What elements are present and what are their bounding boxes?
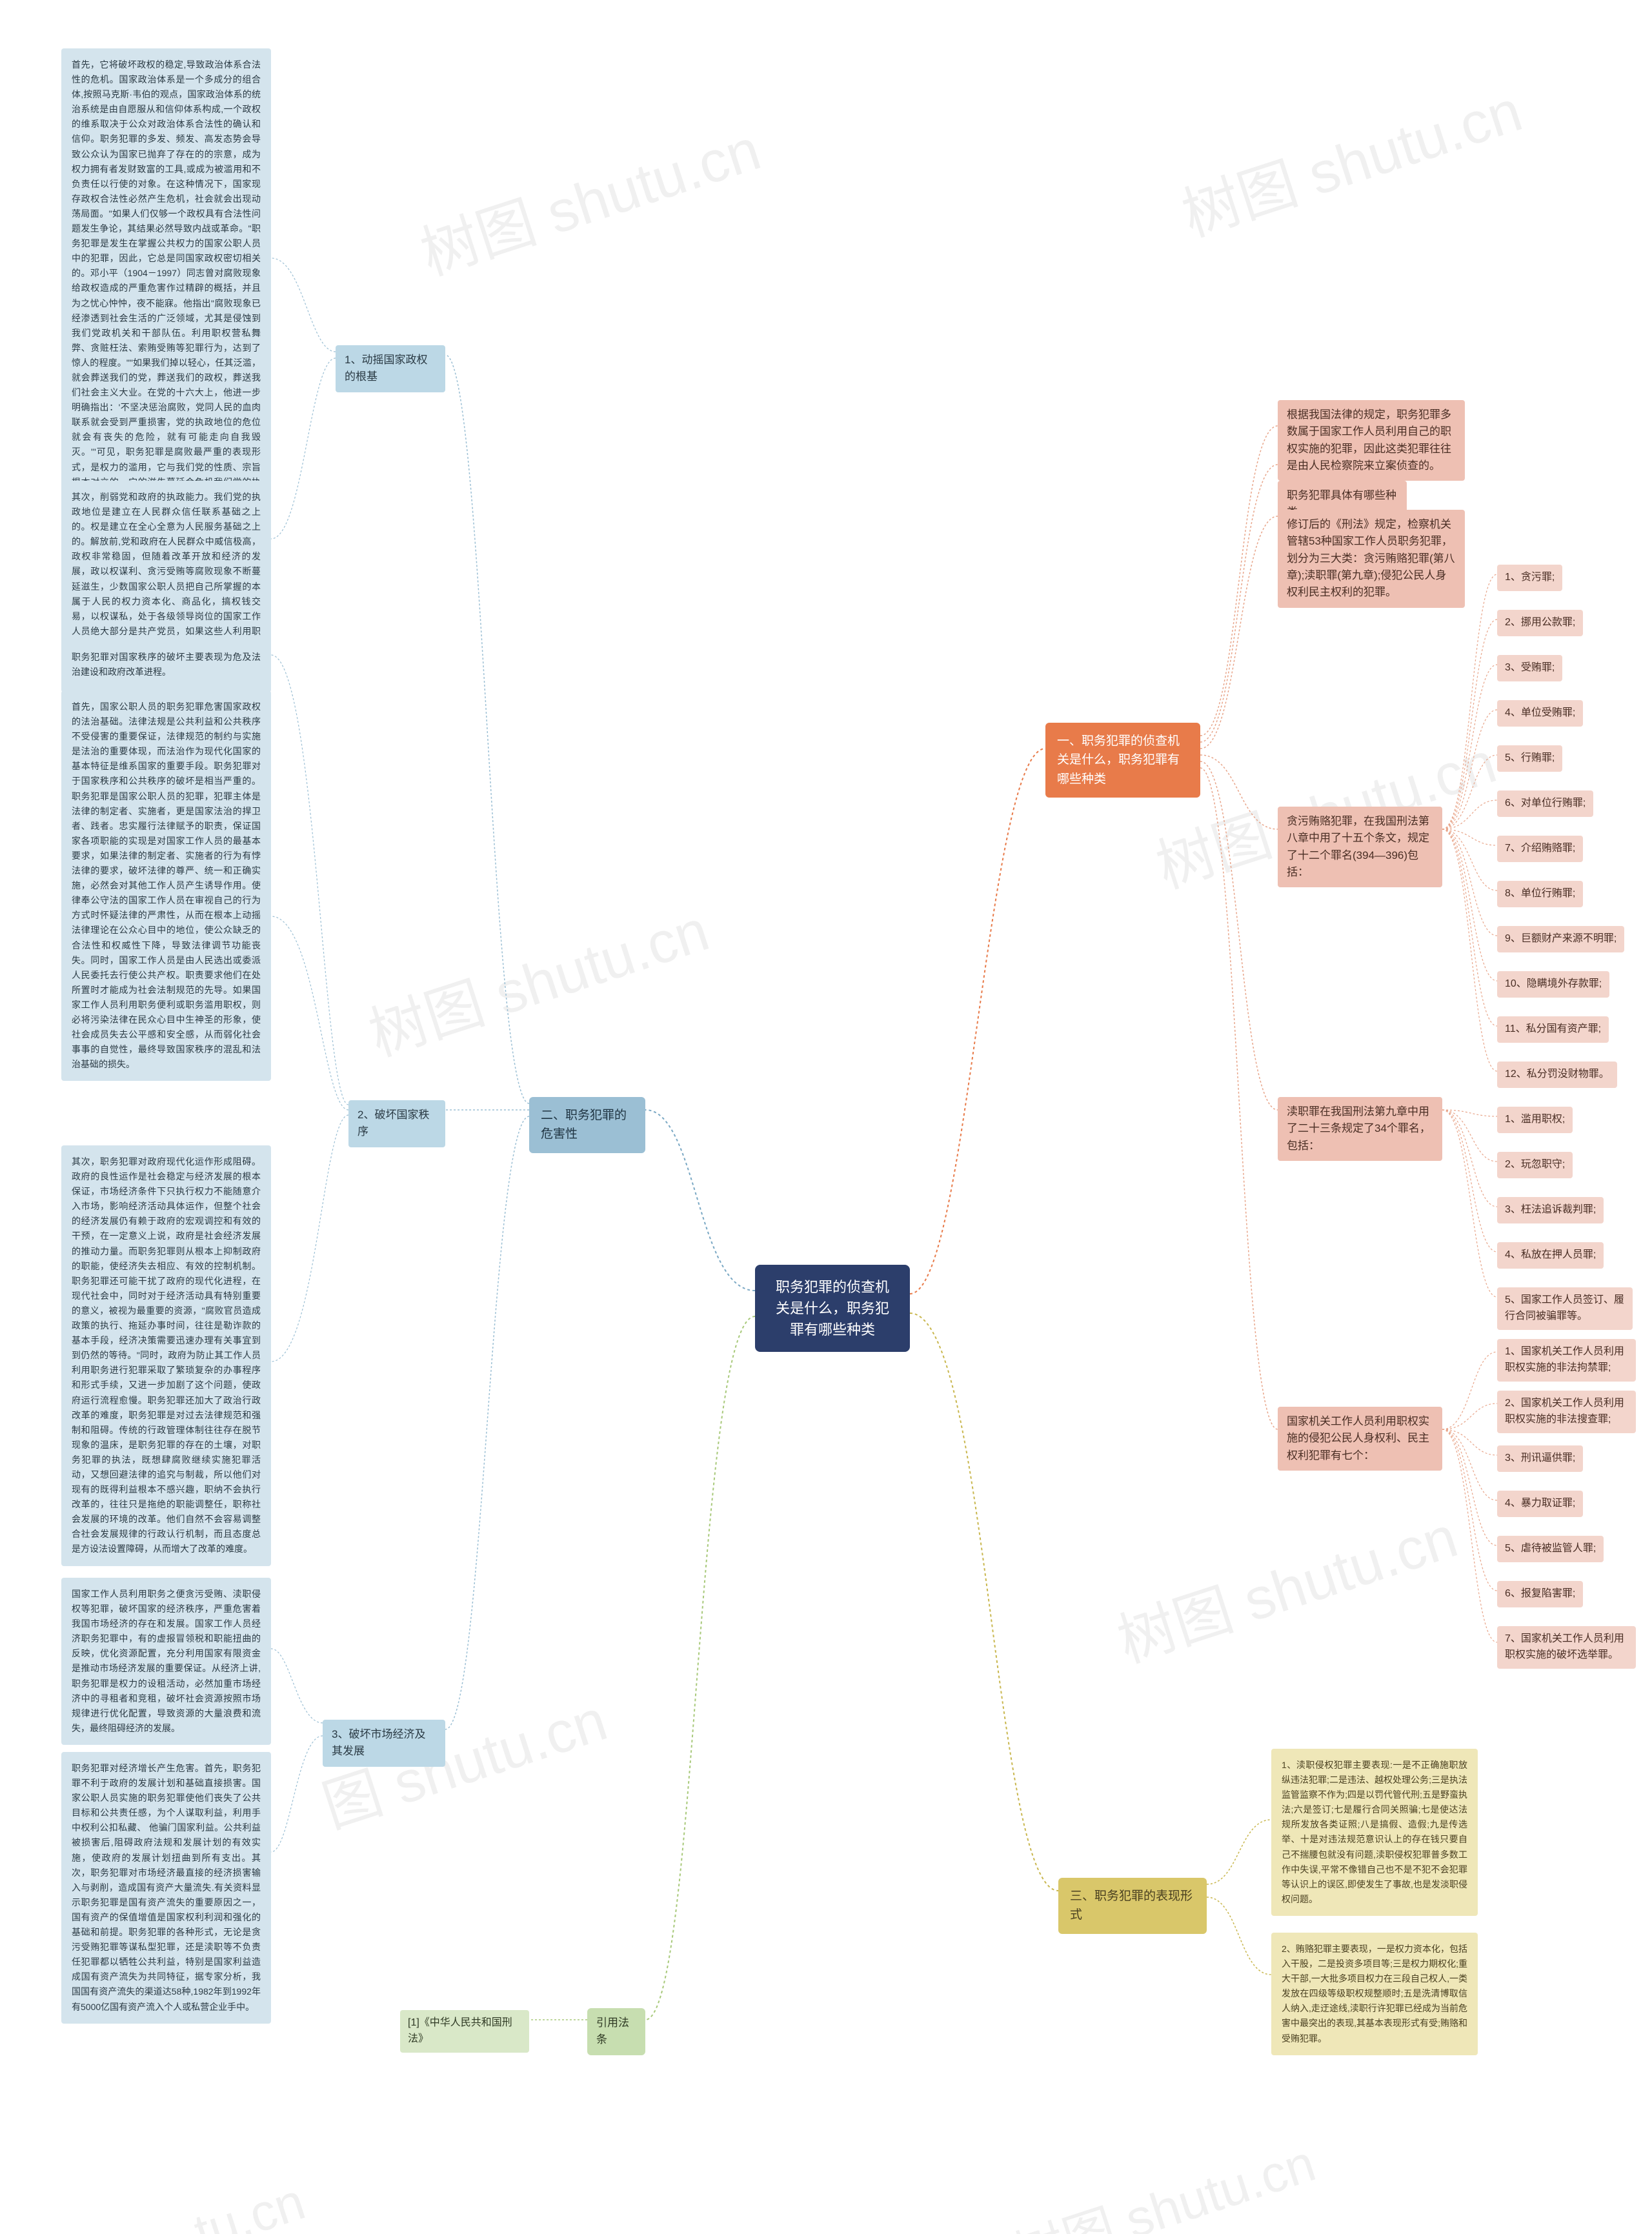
list-item: 2、玩忽职守;: [1497, 1152, 1573, 1178]
list-item: 11、私分国有资产罪;: [1497, 1016, 1609, 1043]
watermark: 树图 shutu.cn: [1170, 64, 1531, 252]
branch-3: 三、职务犯罪的表现形式: [1058, 1878, 1207, 1934]
branch2-sub1: 1、动摇国家政权的根基: [336, 345, 445, 392]
branch2-sub2-p0: 职务犯罪对国家秩序的破坏主要表现为危及法治建设和政府改革进程。: [61, 641, 271, 689]
branch2-sub3-p2: 职务犯罪对经济增长产生危害。首先，职务犯罪不利于政府的发展计划和基础直接损害。国…: [61, 1752, 271, 2024]
watermark: 树图 shutu.cn: [357, 883, 718, 1072]
branch2-sub2-p1: 首先，国家公职人员的职务犯罪危害国家政权的法治基础。法律法规是公共利益和公共秩序…: [61, 690, 271, 1081]
branch-4: 引用法条: [587, 2008, 645, 2055]
list-item: 4、单位受贿罪;: [1497, 700, 1583, 727]
branch2-sub3-p1: 国家工作人员利用职务之便贪污受贿、渎职侵权等犯罪，破坏国家的经济秩序，严重危害着…: [61, 1578, 271, 1745]
branch-1: 一、职务犯罪的侦查机关是什么，职务犯罪有哪些种类: [1045, 723, 1200, 798]
list-item: 4、私放在押人员罪;: [1497, 1242, 1604, 1269]
watermark: tu.cn: [187, 2171, 312, 2234]
list-item: 4、暴力取证罪;: [1497, 1491, 1583, 1517]
list-item: 2、挪用公款罪;: [1497, 610, 1583, 636]
branch1-sub3: 修订后的《刑法》规定，检察机关管辖53种国家工作人员职务犯罪，划分为三大类：贪污…: [1278, 510, 1465, 608]
list-item: 7、介绍贿赂罪;: [1497, 836, 1583, 862]
branch2-sub2-p2: 其次，职务犯罪对政府现代化运作形成阻碍。政府的良性运作是社会稳定与经济发展的根本…: [61, 1145, 271, 1566]
watermark: 树图 shutu.cn: [1105, 1490, 1466, 1678]
root-node: 职务犯罪的侦查机关是什么，职务犯罪有哪些种类: [755, 1265, 910, 1352]
list-item: 5、国家工作人员签订、履行合同被骗罪等。: [1497, 1287, 1633, 1330]
branch2-sub1-p1: 首先，它将破坏政权的稳定,导致政治体系合法性的危机。国家政治体系是一个多成分的组…: [61, 48, 271, 514]
branch2-sub2: 2、破坏国家秩序: [348, 1100, 445, 1147]
list-item: 10、隐瞒境外存款罪;: [1497, 971, 1609, 998]
branch2-sub3: 3、破坏市场经济及其发展: [323, 1720, 445, 1767]
list-item: 1、国家机关工作人员利用职权实施的非法拘禁罪;: [1497, 1339, 1636, 1382]
list-item: 6、对单位行贿罪;: [1497, 790, 1593, 817]
list-item: 1、贪污罪;: [1497, 565, 1562, 591]
list-item: 5、虐待被监管人罪;: [1497, 1536, 1604, 1562]
list-item: 2、国家机关工作人员利用职权实施的非法搜查罪;: [1497, 1391, 1636, 1433]
list-item: 12、私分罚没财物罪。: [1497, 1062, 1617, 1088]
list-item: 8、单位行贿罪;: [1497, 881, 1583, 907]
list-item: 9、巨额财产来源不明罪;: [1497, 926, 1624, 952]
branch1-rights-header: 国家机关工作人员利用职权实施的侵犯公民人身权利、民主权利犯罪有七个：: [1278, 1407, 1442, 1471]
branch-2: 二、职务犯罪的危害性: [529, 1097, 645, 1153]
branch4-item: [1]《中华人民共和国刑法》: [400, 2010, 529, 2053]
list-item: 1、滥用职权;: [1497, 1107, 1573, 1133]
list-item: 3、刑讯逼供罪;: [1497, 1445, 1583, 1472]
branch1-derelict-header: 渎职罪在我国刑法第九章中用了二十三条规定了34个罪名，包括：: [1278, 1097, 1442, 1161]
branch1-sub1: 根据我国法律的规定，职务犯罪多数属于国家工作人员利用自己的职权实施的犯罪，因此这…: [1278, 400, 1465, 481]
list-item: 5、行贿罪;: [1497, 745, 1562, 772]
watermark: 树图 shutu.cn: [1003, 2122, 1324, 2234]
watermark: 树图 shutu.cn: [408, 103, 769, 291]
list-item: 6、报复陷害罪;: [1497, 1581, 1583, 1607]
branch3-p1: 1、渎职侵权犯罪主要表现:一是不正确施职放纵违法犯罪;二是违法、越权处理公务;三…: [1271, 1749, 1478, 1916]
branch1-taint-header: 贪污贿赂犯罪，在我国刑法第八章中用了十五个条文，规定了十二个罪名(394—396…: [1278, 807, 1442, 887]
list-item: 7、国家机关工作人员利用职权实施的破坏选举罪。: [1497, 1626, 1636, 1669]
list-item: 3、枉法追诉裁判罪;: [1497, 1197, 1604, 1223]
list-item: 3、受贿罪;: [1497, 655, 1562, 681]
branch3-p2: 2、贿赂犯罪主要表现，一是权力资本化，包括入干股，二是投资多项目等;三是权力期权…: [1271, 1933, 1478, 2055]
